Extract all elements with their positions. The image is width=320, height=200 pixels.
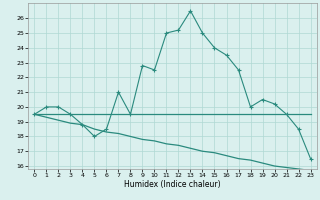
X-axis label: Humidex (Indice chaleur): Humidex (Indice chaleur) [124, 180, 221, 189]
